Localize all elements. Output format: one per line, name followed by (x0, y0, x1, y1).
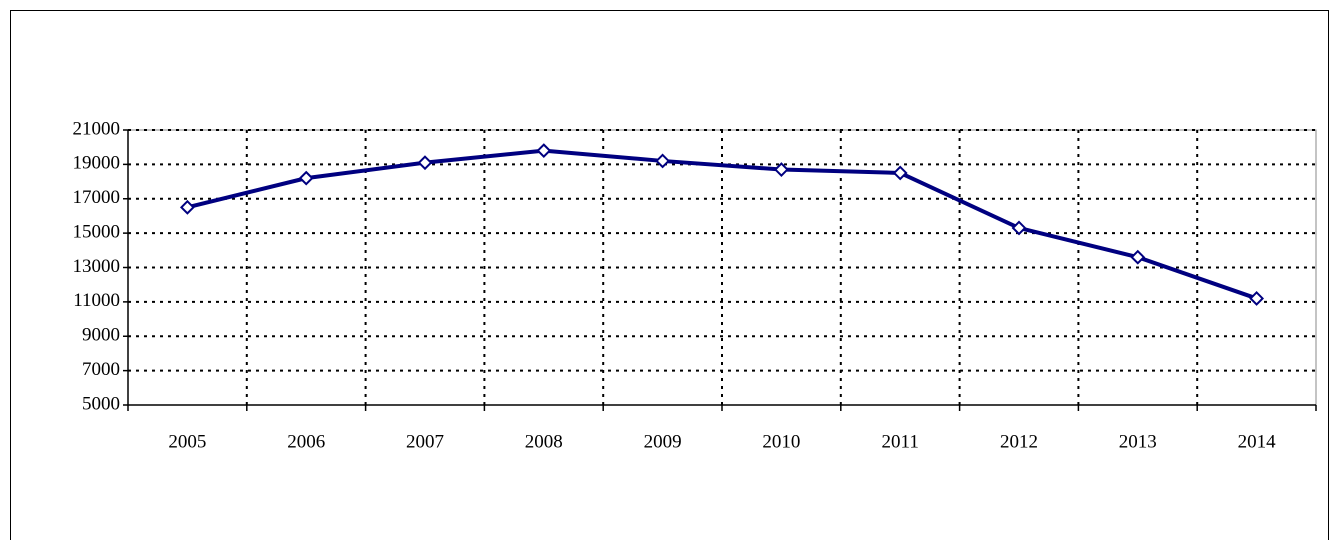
x-tick-label: 2007 (406, 431, 444, 452)
x-tick-label: 2005 (168, 431, 206, 452)
point-marker (1130, 249, 1146, 265)
x-tick-label: 2009 (644, 431, 682, 452)
y-tick-label: 11000 (73, 290, 120, 311)
x-tick-label: 2014 (1238, 431, 1277, 452)
x-tick-label: 2011 (882, 431, 919, 452)
point-marker (417, 155, 433, 171)
point-marker (655, 153, 671, 169)
x-tick-label: 2008 (525, 431, 563, 452)
point-marker (773, 162, 789, 177)
y-tick-label: 5000 (82, 393, 120, 414)
y-tick-label: 9000 (82, 325, 120, 346)
x-tick-label: 2010 (762, 431, 800, 452)
y-tick-label: 17000 (73, 187, 121, 208)
chart-frame (10, 10, 1329, 540)
series-line (186, 148, 1258, 301)
y-tick-label: 13000 (73, 256, 121, 277)
y-tick-label: 15000 (73, 221, 121, 242)
point-marker (298, 170, 314, 186)
point-marker (1011, 220, 1027, 236)
y-tick-label: 7000 (82, 359, 120, 380)
point-marker (892, 165, 908, 181)
point-marker (536, 143, 552, 159)
x-tick-label: 2013 (1119, 431, 1157, 452)
point-marker (1249, 291, 1265, 306)
x-tick-label: 2006 (287, 431, 325, 452)
y-tick-label: 19000 (73, 153, 121, 174)
point-marker (179, 199, 195, 215)
x-tick-label: 2012 (1000, 431, 1038, 452)
y-tick-label: 21000 (73, 118, 121, 139)
